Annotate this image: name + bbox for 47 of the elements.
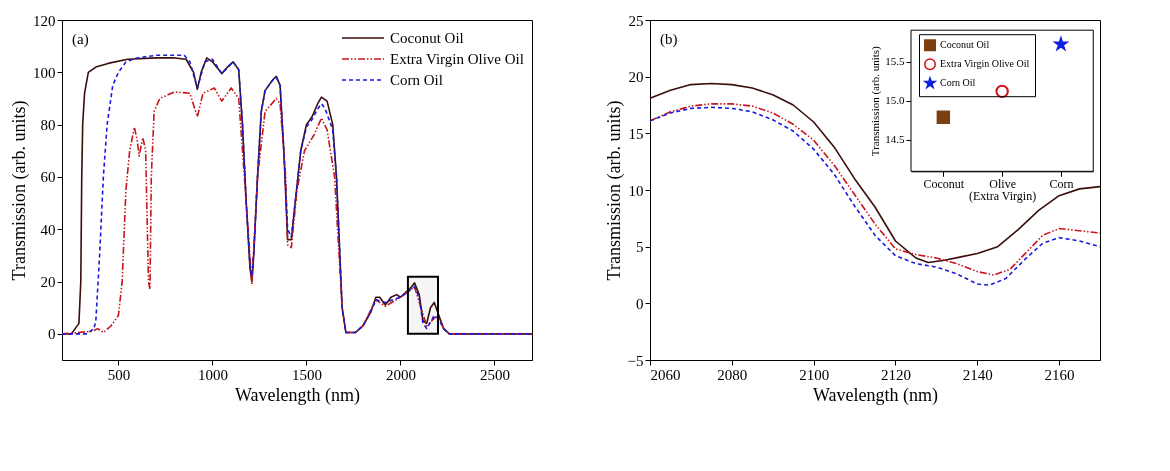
y-axis-title: Transmission (arb. units): [869, 45, 883, 157]
y-tick-label: 120: [33, 12, 56, 29]
x-tick-label: 2500: [479, 366, 510, 383]
legend-label: Corn Oil: [390, 72, 443, 88]
y-tick-label: 100: [33, 64, 56, 81]
annotation: (a): [72, 31, 89, 48]
point: [995, 84, 1009, 99]
x-tick-label: 2140: [962, 366, 993, 383]
y-tick-label: 20: [628, 69, 644, 86]
x-tick-label: 2120: [880, 366, 911, 383]
y-tick-label: 14.5: [885, 133, 905, 146]
y-axis-title: Transmission (arb. units): [9, 100, 30, 281]
x-tick-label: 2100: [799, 366, 830, 383]
y-tick-label: 15.5: [885, 55, 905, 68]
x-tick-label: Olive (Extra Virgin): [969, 176, 1037, 203]
x-axis-title: Wavelength (nm): [812, 384, 939, 406]
y-tick-label: 0: [48, 326, 56, 343]
x-axis-title: Wavelength (nm): [234, 384, 361, 406]
legend-label: Coconut Oil: [390, 30, 464, 46]
y-axis-title: Transmission (arb. units): [603, 100, 625, 281]
y-tick-label: 0: [636, 295, 644, 312]
y-tick-label: 5: [636, 239, 644, 256]
y-tick-label: 80: [40, 117, 56, 134]
x-tick-label: 2080: [717, 366, 748, 383]
legend-label: Coconut Oil: [940, 39, 990, 51]
legend-label: Extra Virgin Olive Oil: [940, 58, 1030, 70]
point: [1052, 35, 1070, 52]
x-tick-label: 2160: [1044, 366, 1075, 383]
y-tick-label: 15: [628, 125, 644, 142]
annotation: (b): [660, 31, 678, 48]
x-tick-label: Coconut: [923, 176, 965, 191]
x-tick-label: 1000: [197, 366, 228, 383]
y-tick-label: 15.0: [885, 94, 905, 107]
legend-label: Corn Oil: [940, 77, 976, 89]
x-tick-label: 2060: [650, 366, 681, 383]
x-tick-label: Corn: [1049, 176, 1074, 191]
x-tick-label: 1500: [291, 366, 322, 383]
y-tick-label: 20: [40, 274, 56, 291]
x-tick-label: 500: [107, 366, 131, 383]
point: [936, 110, 951, 124]
y-tick-label: 40: [40, 221, 56, 238]
y-tick-label: 10: [628, 182, 644, 199]
x-tick-label: 2000: [385, 366, 416, 383]
y-tick-label: 60: [40, 169, 56, 186]
legend-label: Extra Virgin Olive Oil: [390, 51, 524, 67]
y-tick-label: −5: [627, 352, 644, 369]
y-tick-label: 25: [628, 12, 644, 29]
